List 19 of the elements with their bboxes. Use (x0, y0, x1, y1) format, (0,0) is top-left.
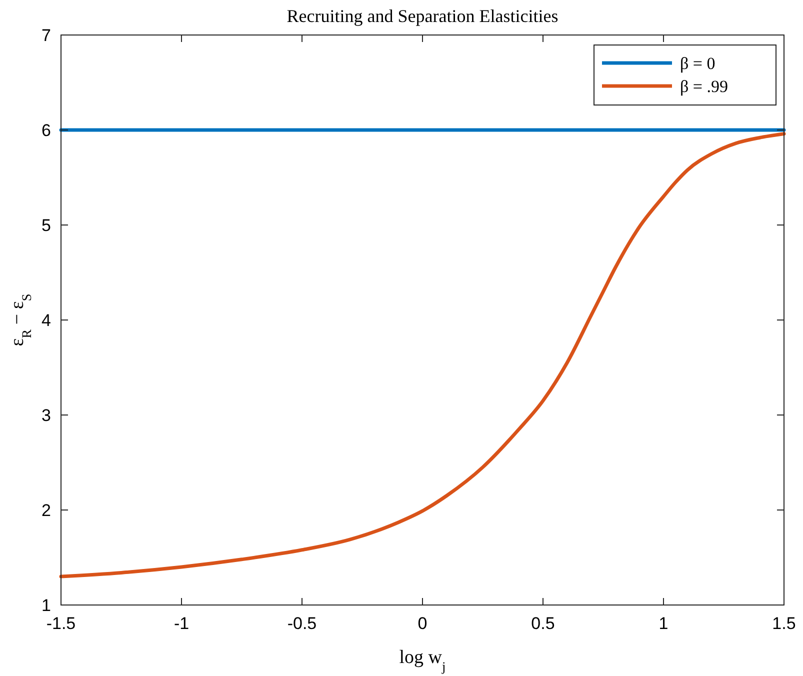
y-tick-label: 1 (42, 596, 51, 615)
y-tick-label: 4 (42, 311, 51, 330)
x-axis-title: log w$_{j}$ (399, 647, 446, 674)
x-tick-label: -1.5 (46, 614, 76, 633)
y-tick-label: 3 (42, 406, 51, 425)
y-tick-label: 2 (42, 501, 51, 520)
legend-label: β = .99 (680, 77, 728, 96)
y-tick-label: 6 (42, 121, 51, 140)
x-tick-label: 1.5 (772, 614, 796, 633)
legend-label: β = 0 (680, 54, 716, 73)
x-tick-label: -0.5 (287, 614, 317, 633)
line-series (59, 132, 786, 578)
chart-title: Recruiting and Separation Elasticities (286, 6, 558, 26)
x-tick-label: 1 (658, 614, 668, 633)
y-tick-label: 7 (42, 26, 51, 45)
x-tick-label: -1 (174, 614, 190, 633)
x-tick-label: 0.5 (531, 614, 555, 633)
x-tick-label: 0 (418, 614, 428, 633)
y-tick-label: 5 (42, 216, 51, 235)
